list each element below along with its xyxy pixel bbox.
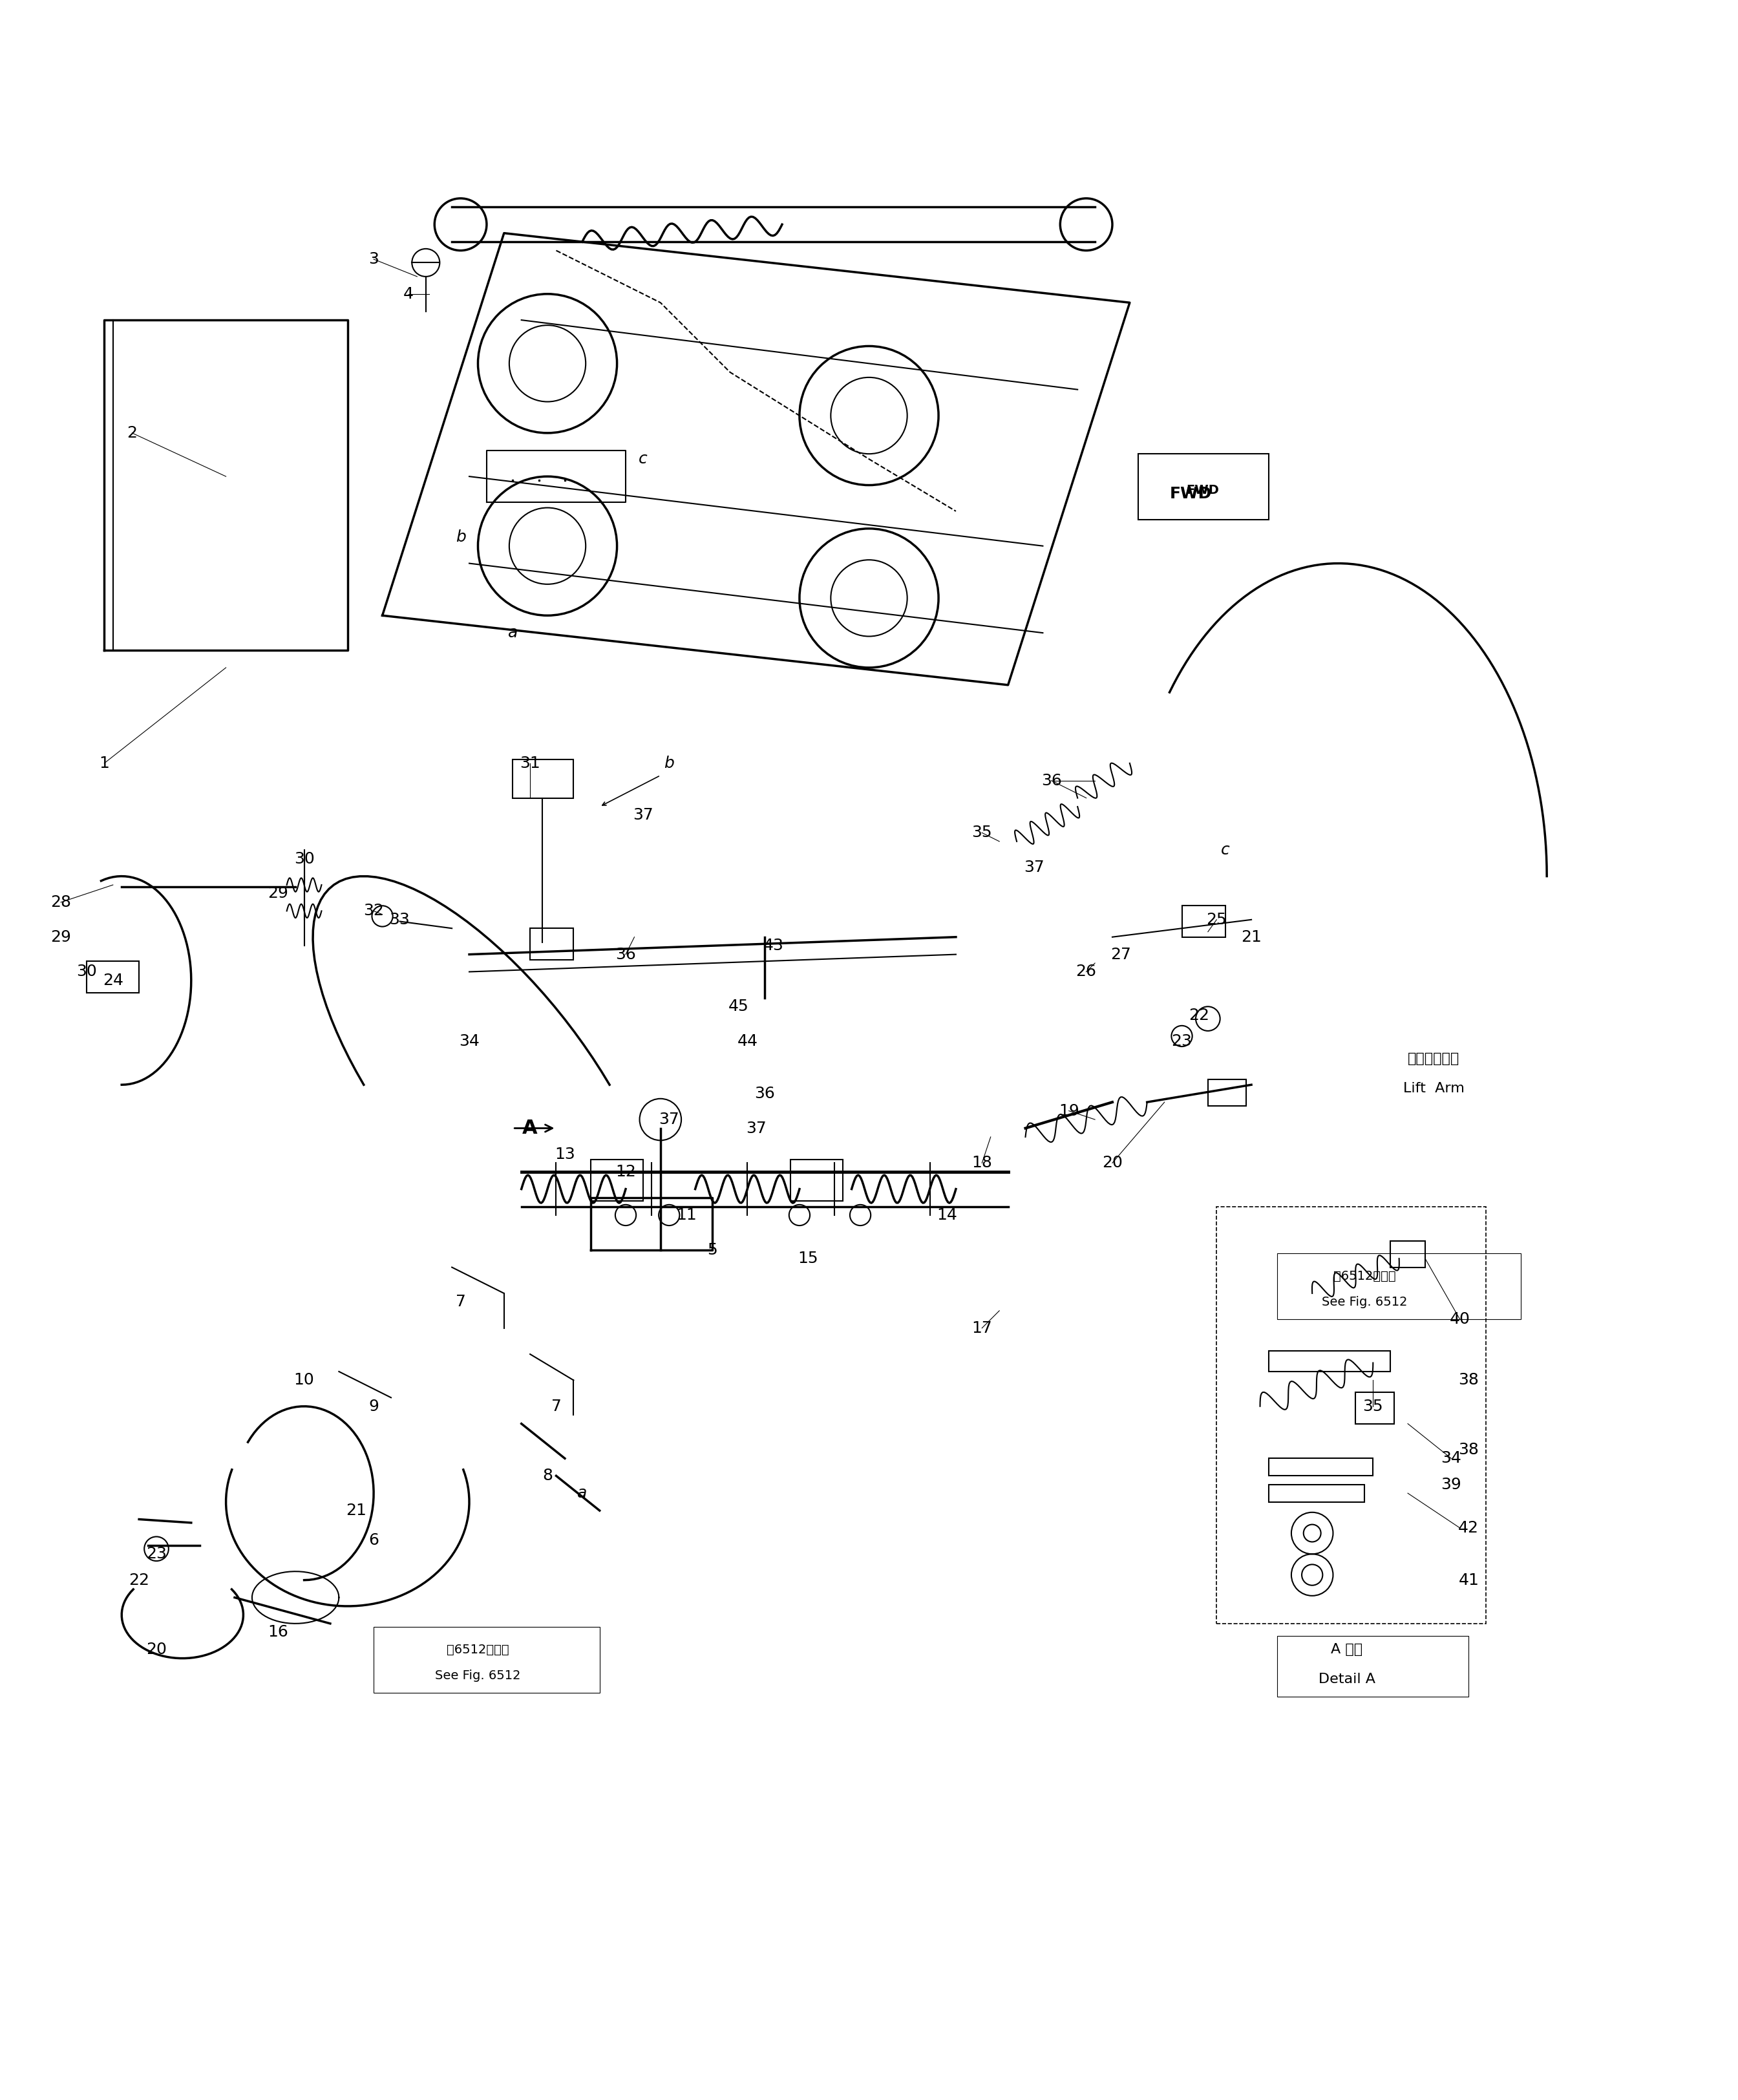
Text: 37: 37 bbox=[633, 809, 653, 823]
Text: 41: 41 bbox=[1458, 1573, 1479, 1588]
Text: 5: 5 bbox=[707, 1241, 718, 1258]
Bar bbox=[1138, 454, 1269, 521]
Text: 38: 38 bbox=[1458, 1373, 1479, 1388]
Text: 43: 43 bbox=[763, 939, 784, 953]
Text: 22: 22 bbox=[129, 1573, 149, 1588]
Bar bbox=[87, 962, 139, 993]
Text: 35: 35 bbox=[972, 825, 992, 840]
Text: See Fig. 6512: See Fig. 6512 bbox=[1321, 1296, 1408, 1308]
Text: 3: 3 bbox=[368, 252, 379, 267]
Bar bbox=[513, 760, 574, 798]
Text: 23: 23 bbox=[146, 1546, 167, 1562]
Bar bbox=[1269, 1350, 1390, 1371]
Text: 16: 16 bbox=[268, 1625, 289, 1640]
Text: 20: 20 bbox=[1102, 1155, 1123, 1170]
Bar bbox=[1277, 1254, 1521, 1319]
Text: 7: 7 bbox=[551, 1399, 561, 1413]
Text: 37: 37 bbox=[746, 1121, 766, 1136]
Text: 31: 31 bbox=[520, 756, 541, 771]
Text: 11: 11 bbox=[676, 1208, 697, 1222]
Text: 6: 6 bbox=[368, 1533, 379, 1548]
Text: 39: 39 bbox=[1441, 1476, 1462, 1493]
Text: 42: 42 bbox=[1458, 1520, 1479, 1535]
Bar bbox=[1182, 905, 1225, 937]
Text: 36: 36 bbox=[754, 1086, 775, 1100]
Text: 17: 17 bbox=[972, 1321, 992, 1336]
Text: 40: 40 bbox=[1449, 1312, 1470, 1327]
Text: 14: 14 bbox=[937, 1208, 958, 1222]
Bar bbox=[1390, 1241, 1425, 1266]
Text: 7: 7 bbox=[455, 1294, 466, 1310]
Text: 44: 44 bbox=[737, 1033, 758, 1050]
Text: 18: 18 bbox=[972, 1155, 992, 1170]
Bar bbox=[1277, 1636, 1469, 1697]
Text: 1: 1 bbox=[99, 756, 109, 771]
Text: 35: 35 bbox=[1363, 1399, 1383, 1413]
Text: 20: 20 bbox=[146, 1642, 167, 1657]
Text: See Fig. 6512: See Fig. 6512 bbox=[434, 1670, 521, 1682]
Text: 21: 21 bbox=[346, 1504, 367, 1518]
Text: 27: 27 bbox=[1111, 947, 1131, 962]
Text: 29: 29 bbox=[50, 930, 71, 945]
Text: 34: 34 bbox=[1441, 1451, 1462, 1466]
Text: 4: 4 bbox=[403, 286, 414, 302]
Text: 29: 29 bbox=[268, 886, 289, 901]
Text: 21: 21 bbox=[1241, 930, 1262, 945]
Text: FWD: FWD bbox=[1170, 485, 1211, 502]
Bar bbox=[1217, 1205, 1486, 1623]
Text: 28: 28 bbox=[50, 895, 71, 909]
Text: 25: 25 bbox=[1206, 911, 1227, 928]
Text: 37: 37 bbox=[1024, 859, 1045, 876]
Text: c: c bbox=[1220, 842, 1231, 859]
Text: 15: 15 bbox=[798, 1252, 819, 1266]
Bar bbox=[591, 1159, 643, 1201]
Bar bbox=[1269, 1485, 1364, 1502]
Text: FWD: FWD bbox=[1187, 485, 1218, 496]
Text: 30: 30 bbox=[294, 851, 315, 867]
Text: b: b bbox=[455, 529, 466, 546]
Text: a: a bbox=[507, 626, 518, 641]
Bar bbox=[791, 1159, 843, 1201]
Text: 10: 10 bbox=[294, 1373, 315, 1388]
Bar bbox=[530, 928, 574, 960]
Text: 13: 13 bbox=[554, 1147, 575, 1161]
Text: b: b bbox=[664, 756, 674, 771]
Text: 12: 12 bbox=[615, 1163, 636, 1180]
Text: 8: 8 bbox=[542, 1468, 553, 1483]
Text: 38: 38 bbox=[1458, 1443, 1479, 1457]
Text: 30: 30 bbox=[76, 964, 97, 979]
Bar bbox=[374, 1628, 600, 1693]
Text: 36: 36 bbox=[1041, 773, 1062, 788]
Text: 45: 45 bbox=[728, 1000, 749, 1014]
Text: Lift  Arm: Lift Arm bbox=[1403, 1082, 1465, 1094]
Text: Detail A: Detail A bbox=[1319, 1674, 1375, 1686]
Text: 22: 22 bbox=[1189, 1008, 1210, 1023]
Text: 24: 24 bbox=[103, 972, 123, 989]
Polygon shape bbox=[382, 233, 1130, 685]
Text: 第6512図参照: 第6512図参照 bbox=[447, 1644, 509, 1655]
Text: A: A bbox=[523, 1119, 537, 1138]
Text: 32: 32 bbox=[363, 903, 384, 918]
Text: 第6512図参照: 第6512図参照 bbox=[1333, 1270, 1396, 1283]
Text: 26: 26 bbox=[1076, 964, 1097, 979]
Text: c: c bbox=[638, 452, 648, 466]
Bar bbox=[1356, 1392, 1394, 1424]
Bar bbox=[1269, 1457, 1373, 1476]
Text: 19: 19 bbox=[1058, 1103, 1079, 1119]
Text: 9: 9 bbox=[368, 1399, 379, 1413]
Bar bbox=[1208, 1079, 1246, 1105]
Text: A 詳細: A 詳細 bbox=[1331, 1642, 1363, 1657]
Text: a: a bbox=[577, 1485, 587, 1502]
Text: 34: 34 bbox=[459, 1033, 480, 1050]
Text: 23: 23 bbox=[1171, 1033, 1192, 1050]
Text: 36: 36 bbox=[615, 947, 636, 962]
Text: リフトアーム: リフトアーム bbox=[1408, 1052, 1460, 1065]
Text: 33: 33 bbox=[389, 911, 410, 928]
Text: 37: 37 bbox=[659, 1111, 680, 1128]
Text: 2: 2 bbox=[127, 424, 137, 441]
